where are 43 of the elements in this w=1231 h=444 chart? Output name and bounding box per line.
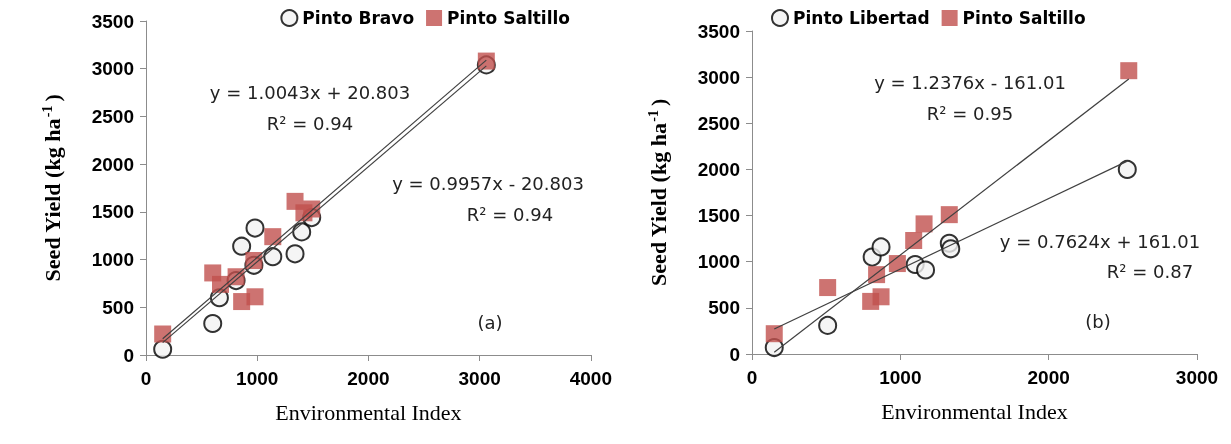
y-tick-label: 1500 <box>91 201 134 223</box>
x-tick-label: 0 <box>140 368 152 389</box>
y-tick-label: 2500 <box>91 105 134 127</box>
annotation: y = 0.9957x - 20.803 <box>392 172 584 194</box>
y-tick-label: 1500 <box>697 205 740 227</box>
legend-label: Pinto Bravo <box>302 8 415 28</box>
annotation: y = 1.2376x - 161.01 <box>874 71 1066 93</box>
y-axis-title: Seed Yield (kg ha-1) <box>645 98 671 286</box>
x-tick-label: 2000 <box>347 368 390 389</box>
legend-label: Pinto Libertad <box>793 8 930 28</box>
y-tick-label: 500 <box>102 296 134 318</box>
annotation: R² = 0.87 <box>1106 260 1194 282</box>
y-tick-label: 3000 <box>697 66 740 88</box>
annotation: R² = 0.94 <box>466 203 554 225</box>
annotation: y = 0.7624x + 161.01 <box>999 230 1201 252</box>
y-tick-label: 2000 <box>91 153 134 175</box>
annotation: (b) <box>1085 310 1111 332</box>
x-tick-label: 2000 <box>1027 367 1070 388</box>
x-axis-title: Environmental Index <box>275 399 462 425</box>
y-tick-label: 3500 <box>697 20 740 42</box>
y-tick-label: 1000 <box>91 249 134 271</box>
annotation: (a) <box>477 311 503 333</box>
x-tick-label: 3000 <box>458 368 501 389</box>
y-tick-label: 2500 <box>697 112 740 134</box>
x-tick-label: 3000 <box>1175 367 1219 388</box>
y-tick-label: 1000 <box>697 251 740 273</box>
x-tick-label: 1000 <box>236 368 279 389</box>
annotation: R² = 0.94 <box>266 112 354 134</box>
y-tick-label: 3000 <box>91 58 134 80</box>
legend-label: Pinto Saltillo <box>962 8 1086 28</box>
y-tick-label: 0 <box>729 343 740 365</box>
annotation: R² = 0.95 <box>926 102 1014 124</box>
y-tick-label: 3500 <box>91 10 134 32</box>
y-tick-label: 0 <box>123 344 134 366</box>
x-axis-title: Environmental Index <box>881 398 1068 424</box>
annotation: y = 1.0043x + 20.803 <box>209 81 411 103</box>
y-tick-label: 500 <box>708 297 740 319</box>
x-tick-label: 0 <box>746 367 758 388</box>
x-tick-label: 1000 <box>879 367 922 388</box>
y-tick-label: 2000 <box>697 158 740 180</box>
legend-label: Pinto Saltillo <box>447 8 571 28</box>
y-axis-title: Seed Yield (kg ha-1) <box>39 94 65 282</box>
x-tick-label: 4000 <box>569 368 613 389</box>
